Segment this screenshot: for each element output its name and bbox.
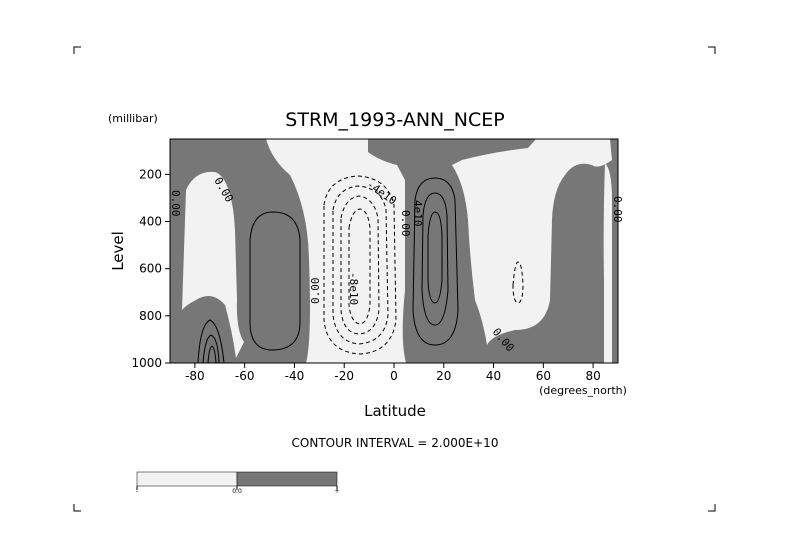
x-tick-label: -20 — [334, 369, 354, 383]
y-tick-label: 400 — [139, 215, 162, 229]
contour-label: 4e10 — [411, 200, 424, 227]
contour-line — [340, 195, 380, 335]
crop-mark-top-left — [73, 46, 81, 54]
contour-line — [427, 211, 443, 304]
y-tick-label: 1000 — [131, 356, 162, 370]
positive-contours — [197, 177, 459, 363]
contour-line — [207, 345, 217, 363]
x-units-label: (degrees_north) — [539, 384, 627, 397]
colorbar-positive-swatch — [236, 471, 338, 487]
crop-marks — [73, 46, 716, 512]
contour-line — [202, 334, 220, 363]
y-axis: 200 400 600 800 1000 — [131, 167, 170, 370]
contour-line — [323, 175, 397, 355]
contour-label: -8e10 — [347, 272, 360, 305]
contour-interval-text: CONTOUR INTERVAL = 2.000E+10 — [292, 436, 499, 450]
colorbar-label: 0.0 — [232, 488, 242, 495]
contour-line — [421, 192, 449, 326]
x-tick-label: -40 — [285, 369, 305, 383]
negative-region-tropics — [266, 139, 406, 363]
plot-area: 0.00 0.00 0.00 4e10 0.00 -4e10 -8e10 0.0… — [169, 138, 624, 364]
y-axis-title: Level — [109, 231, 127, 271]
crop-mark-bottom-left — [73, 504, 81, 512]
contour-line — [412, 177, 459, 346]
crop-mark-bottom-right — [708, 504, 716, 512]
x-tick-label: 60 — [536, 369, 551, 383]
contour-label: 0.00 — [309, 278, 322, 305]
negative-contours — [323, 175, 524, 355]
crop-mark-top-right — [708, 46, 716, 54]
contour-line — [512, 261, 524, 304]
contour-line — [332, 185, 389, 345]
x-tick-label: 40 — [486, 369, 501, 383]
y-units-label: (millibar) — [108, 112, 158, 125]
y-tick-label: 200 — [139, 167, 162, 181]
negative-region-north-edge — [603, 163, 612, 363]
x-tick-label: 80 — [585, 369, 600, 383]
y-tick-label: 600 — [139, 262, 162, 276]
x-tick-label: 20 — [436, 369, 451, 383]
x-tick-label: -60 — [235, 369, 255, 383]
x-tick-label: 0 — [390, 369, 398, 383]
x-tick-label: -80 — [185, 369, 205, 383]
colorbar-label: - — [136, 488, 138, 495]
negative-region-south — [182, 171, 244, 358]
x-axis-title: Latitude — [364, 402, 426, 420]
chart-title: STRM_1993-ANN_NCEP — [285, 109, 504, 131]
contour-line — [197, 319, 225, 363]
contour-label: 0.00 — [399, 210, 412, 237]
contour-label: 0.00 — [169, 190, 182, 217]
colorbar-label: + — [334, 488, 339, 495]
contour-line — [249, 211, 301, 351]
colorbar: - 0.0 + — [136, 471, 340, 495]
y-tick-label: 800 — [139, 309, 162, 323]
negative-region-north — [452, 139, 612, 345]
colorbar-negative-swatch — [136, 471, 238, 487]
x-axis: -80 -60 -40 -20 0 20 40 60 80 — [185, 363, 601, 383]
